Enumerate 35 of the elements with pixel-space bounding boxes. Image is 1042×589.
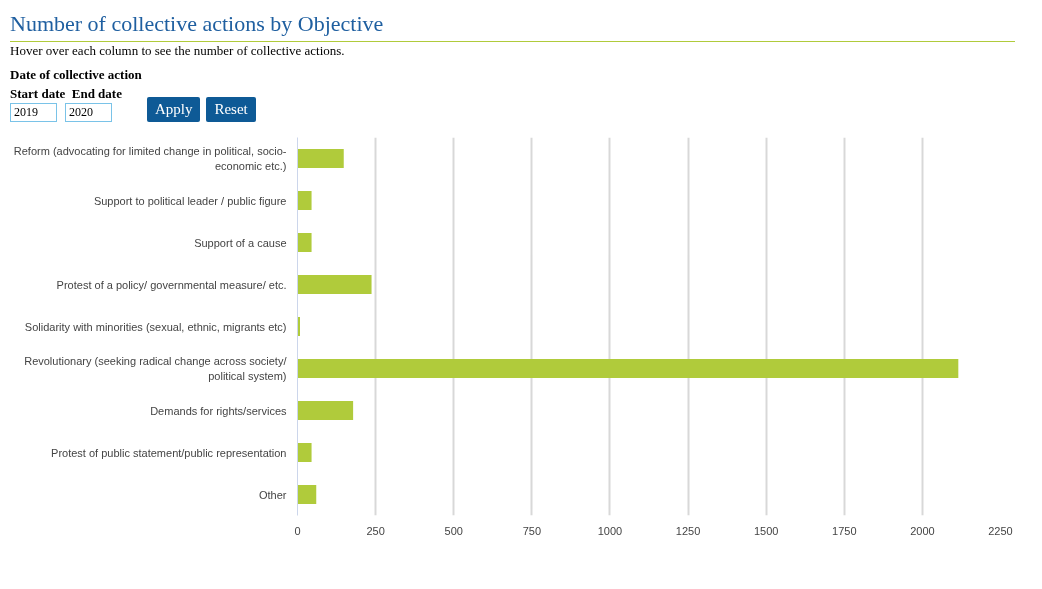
y-tick-label: Protest of public statement/public representation [51,446,287,459]
bar [297,233,312,252]
text: Start date End date [10,85,122,101]
x-tick-label: 2000 [910,524,935,537]
text: 2020 [65,103,112,123]
x-tick-label: 1750 [832,524,857,537]
y-tick-label: Reform (advocating for limited change in political, socio-economic etc.) [13,145,287,172]
text: Date of collective action [10,66,143,84]
y-tick-label: Support to political leader / public figure [93,194,287,207]
text: Hover over each column to see the number of collective actions. [10,42,345,60]
y-tick-label: Other [258,488,287,501]
bar [297,485,317,504]
x-tick-label: 250 [366,524,385,537]
y-tick-label: Revolutionary (seeking radical change across society/ political system) [24,355,288,382]
y-tick-label: Demands for rights/services [150,404,287,417]
text: 2019 [10,103,57,123]
y-tick-label: Solidarity with minorities (sexual, ethnic, migrants etc) [24,320,287,333]
x-tick-label: 2250 [988,524,1013,537]
bar [297,275,372,294]
x-tick-label: 1500 [753,524,779,537]
bar [297,443,312,462]
text: Reset [206,96,256,122]
y-tick-label: Protest of a policy/ governmental measure/ etc. [56,278,287,291]
bar [297,191,312,210]
x-tick-label: 0 [294,524,301,537]
bar [297,401,354,420]
x-tick-label: 1250 [675,524,701,537]
y-tick-label: Support of a cause [194,236,287,249]
chart-title: Number of collective actions by Objective [10,8,1015,43]
bar [297,149,344,168]
text: Apply [146,96,201,122]
bar [297,359,959,378]
x-tick-label: 500 [444,524,463,537]
x-tick-label: 1000 [597,524,623,537]
x-tick-label: 750 [522,524,542,537]
